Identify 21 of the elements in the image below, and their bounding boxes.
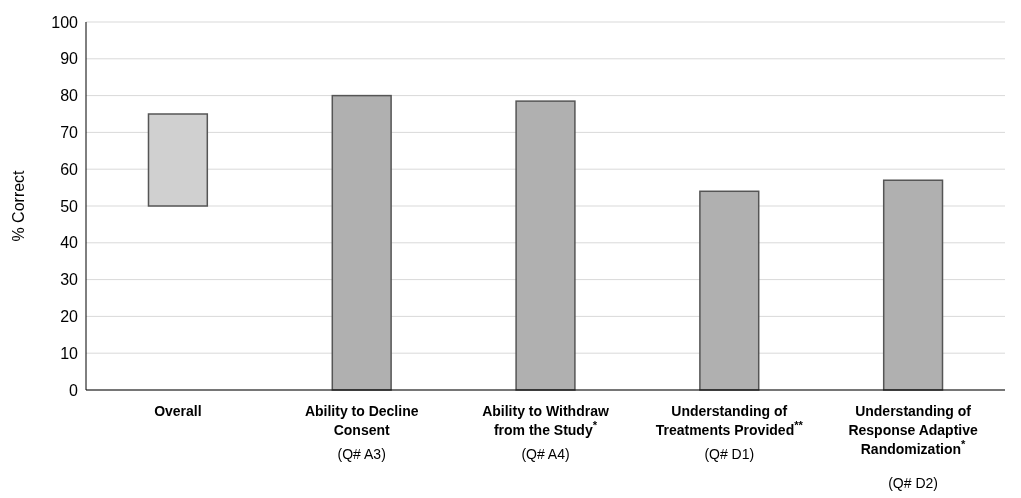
y-tick-label: 60 xyxy=(60,160,79,178)
y-tick-label: 40 xyxy=(60,234,79,252)
bar xyxy=(699,190,760,391)
y-tick-label: 0 xyxy=(69,381,79,399)
y-tick-label: 30 xyxy=(60,271,79,289)
category-label: Understanding of Treatments Provided$^{**}$ (Q# D1) xyxy=(655,403,803,462)
bar xyxy=(515,100,576,391)
y-tick-label: 100 xyxy=(51,13,79,31)
y-axis-title: % Correct xyxy=(10,169,27,242)
y-tick-label: 70 xyxy=(60,124,79,141)
y-tick-label: 10 xyxy=(60,344,79,362)
y-tick-label: 90 xyxy=(60,50,79,68)
y-tick-label: 50 xyxy=(60,197,79,215)
y-tick-label: 80 xyxy=(60,87,79,105)
bar xyxy=(331,94,392,391)
x-tick-label: Ability to Decline Consent (Q# A3) xyxy=(304,403,419,462)
x-tick-label: Overall xyxy=(154,403,202,419)
y-tick-label: 20 xyxy=(60,308,79,325)
category-label: Understanding of Response Adaptive Randomization$^{*}$ (Q# D2) xyxy=(848,403,978,491)
category-label: Ability to Withdraw from the Study$^{*}$ (Q# A4) xyxy=(482,403,609,462)
bar xyxy=(882,179,944,391)
